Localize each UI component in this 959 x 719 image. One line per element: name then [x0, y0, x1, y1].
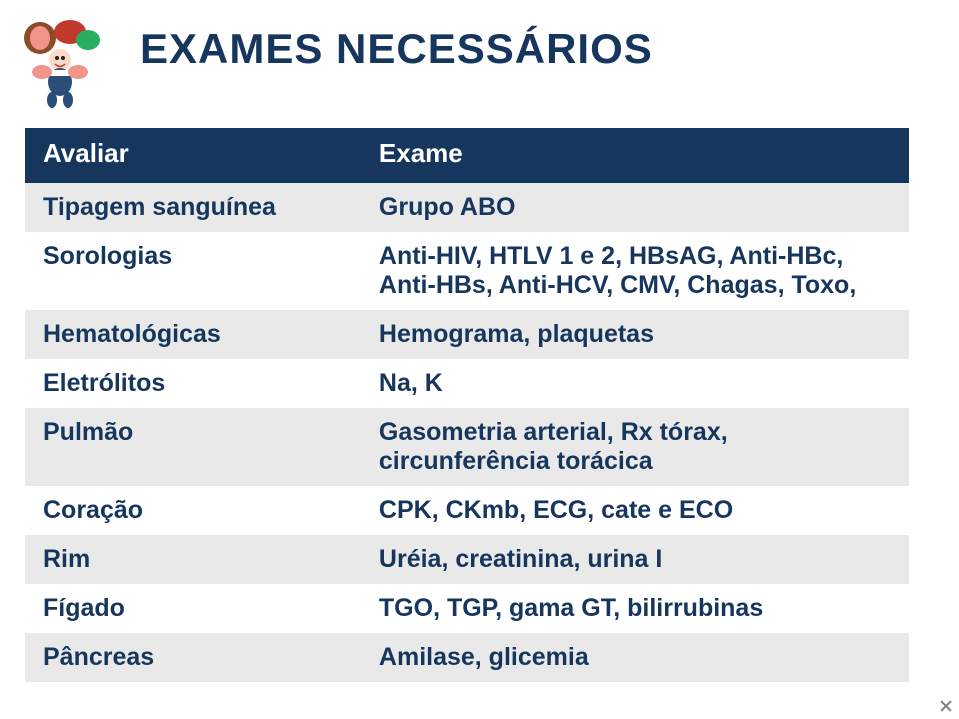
row-value: Anti-HIV, HTLV 1 e 2, HBsAG, Anti-HBc, A… — [361, 232, 909, 310]
page-title: EXAMES NECESSÁRIOS — [140, 25, 653, 73]
header-col-exame: Exame — [361, 128, 909, 183]
table-row: Coração CPK, CKmb, ECG, cate e ECO — [25, 486, 909, 535]
exams-table: Avaliar Exame Tipagem sanguínea Grupo AB… — [25, 128, 909, 682]
mascot-icon — [10, 10, 110, 110]
row-value: Grupo ABO — [361, 183, 909, 232]
row-label: Rim — [25, 535, 361, 584]
row-label: Eletrólitos — [25, 359, 361, 408]
table-row: Sorologias Anti-HIV, HTLV 1 e 2, HBsAG, … — [25, 232, 909, 310]
row-label: Hematológicas — [25, 310, 361, 359]
row-label: Tipagem sanguínea — [25, 183, 361, 232]
table-row: Hematológicas Hemograma, plaquetas — [25, 310, 909, 359]
table-row: Pulmão Gasometria arterial, Rx tórax, ci… — [25, 408, 909, 486]
table-row: Fígado TGO, TGP, gama GT, bilirrubinas — [25, 584, 909, 633]
row-label: Sorologias — [25, 232, 361, 310]
row-value: Gasometria arterial, Rx tórax, circunfer… — [361, 408, 909, 486]
row-label: Coração — [25, 486, 361, 535]
row-value: TGO, TGP, gama GT, bilirrubinas — [361, 584, 909, 633]
header-col-avaliar: Avaliar — [25, 128, 361, 183]
table-row: Pâncreas Amilase, glicemia — [25, 633, 909, 682]
row-value: CPK, CKmb, ECG, cate e ECO — [361, 486, 909, 535]
exams-table-container: Avaliar Exame Tipagem sanguínea Grupo AB… — [25, 128, 909, 682]
table-row: Tipagem sanguínea Grupo ABO — [25, 183, 909, 232]
row-value: Uréia, creatinina, urina I — [361, 535, 909, 584]
table-body: Tipagem sanguínea Grupo ABO Sorologias A… — [25, 183, 909, 682]
row-label: Fígado — [25, 584, 361, 633]
row-label: Pulmão — [25, 408, 361, 486]
row-label: Pâncreas — [25, 633, 361, 682]
row-value: Amilase, glicemia — [361, 633, 909, 682]
row-value: Hemograma, plaquetas — [361, 310, 909, 359]
close-marker-icon — [939, 699, 953, 713]
table-row: Eletrólitos Na, K — [25, 359, 909, 408]
row-value: Na, K — [361, 359, 909, 408]
table-header-row: Avaliar Exame — [25, 128, 909, 183]
mascot-logo — [10, 10, 110, 110]
table-row: Rim Uréia, creatinina, urina I — [25, 535, 909, 584]
